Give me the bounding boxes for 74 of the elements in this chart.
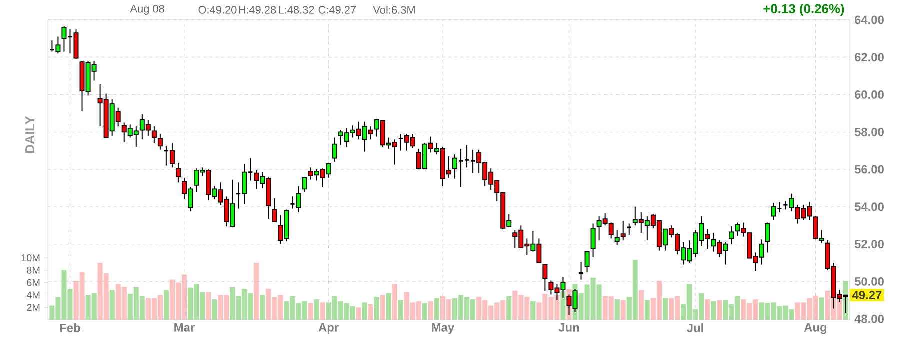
text: O:49.20 [198,6,237,14]
bar [819,298,824,320]
text: C:49.27 [318,6,356,14]
text: L:48.32 [279,6,314,14]
text: Vol:6.3M [373,6,415,14]
y2-tick-label: 4M [26,292,40,299]
bar [356,308,362,320]
y-tick-label: 62.00 [854,53,884,62]
bar [308,303,314,320]
candlestick [729,226,734,245]
text: Aug 08 [130,5,164,15]
bar [320,302,326,320]
bar [434,298,440,320]
candlestick [765,222,770,254]
bar [206,292,212,320]
y-tick-label: 56.00 [854,165,884,174]
x-tick-label: Mar [174,324,195,332]
y2-tick-label: 2M [27,304,40,312]
bar [614,300,620,320]
candlestick [584,251,590,273]
bar [368,304,374,320]
bar [314,300,320,320]
y-tick-label: 54.00 [854,202,884,212]
candlestick [590,223,596,258]
x-tick-label: Aug [804,324,827,334]
bar [164,290,169,320]
candlestick [158,134,163,150]
bar [717,300,722,320]
candlestick [272,198,278,222]
bar [530,301,536,320]
bar [380,295,386,320]
bar [644,300,650,320]
candlestick [302,176,308,192]
bar [638,290,644,320]
y-tick-label: 58.00 [854,128,884,136]
text: H:49.28 [239,6,276,14]
y-tick-label: 64.00 [854,16,884,24]
candlestick [152,126,157,144]
candlestick [542,264,548,292]
bar [398,300,404,320]
y2-tick-label: 10M [22,254,40,262]
annotation: 49.27 [852,291,882,300]
candlestick [332,137,338,163]
x-tick-label: Jul [687,324,704,332]
y2-tick-label: 6M [27,279,40,286]
y-tick-label: 50.00 [854,277,884,286]
bar [506,296,512,320]
y-tick-label: 48.00 [854,314,884,324]
bar [711,301,716,320]
candlestick [620,220,626,242]
bar [662,298,668,320]
bar [110,290,115,320]
x-tick-label: May [432,324,455,334]
bar [260,295,266,320]
text: +0.13 (0.26%) [764,4,844,16]
x-tick-label: Feb [60,324,80,332]
bar [620,300,626,320]
bar [422,303,428,320]
y2-tick-label: 8M [27,266,40,274]
x-tick-label: Jun [558,324,580,332]
bar [392,284,398,320]
y-tick-label: 60.00 [854,90,884,99]
bar [428,301,434,320]
bar [386,293,392,320]
text: DAILY [26,116,34,153]
bar [362,302,368,320]
bar [705,300,710,320]
bar [374,297,380,320]
bar [254,262,260,320]
bar [212,300,218,320]
candlestick [614,230,620,246]
candlestick [176,162,181,184]
y-tick-label: 52.00 [854,240,884,249]
x-tick-label: Apr [318,324,339,334]
